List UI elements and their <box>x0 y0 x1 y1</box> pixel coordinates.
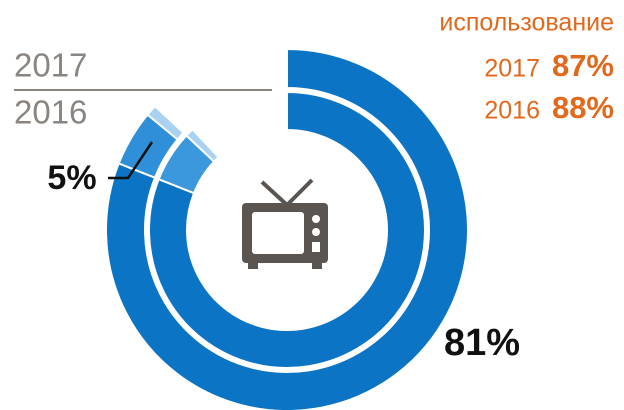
total-label: 2016 <box>484 97 540 125</box>
segment <box>184 127 220 163</box>
total-value: 88% <box>552 90 614 125</box>
annotation: использование <box>439 9 614 37</box>
total-value: 87% <box>552 48 614 83</box>
total-label: 2017 <box>484 55 540 83</box>
tv-icon <box>242 178 328 269</box>
leader-line <box>108 141 154 180</box>
data-label: 81% <box>444 322 520 364</box>
segment <box>148 90 426 369</box>
data-label: 5% <box>47 159 96 197</box>
segment <box>146 104 185 141</box>
legend-label: 2017 <box>14 47 87 84</box>
segment <box>105 47 469 410</box>
legend-label: 2016 <box>14 94 87 131</box>
